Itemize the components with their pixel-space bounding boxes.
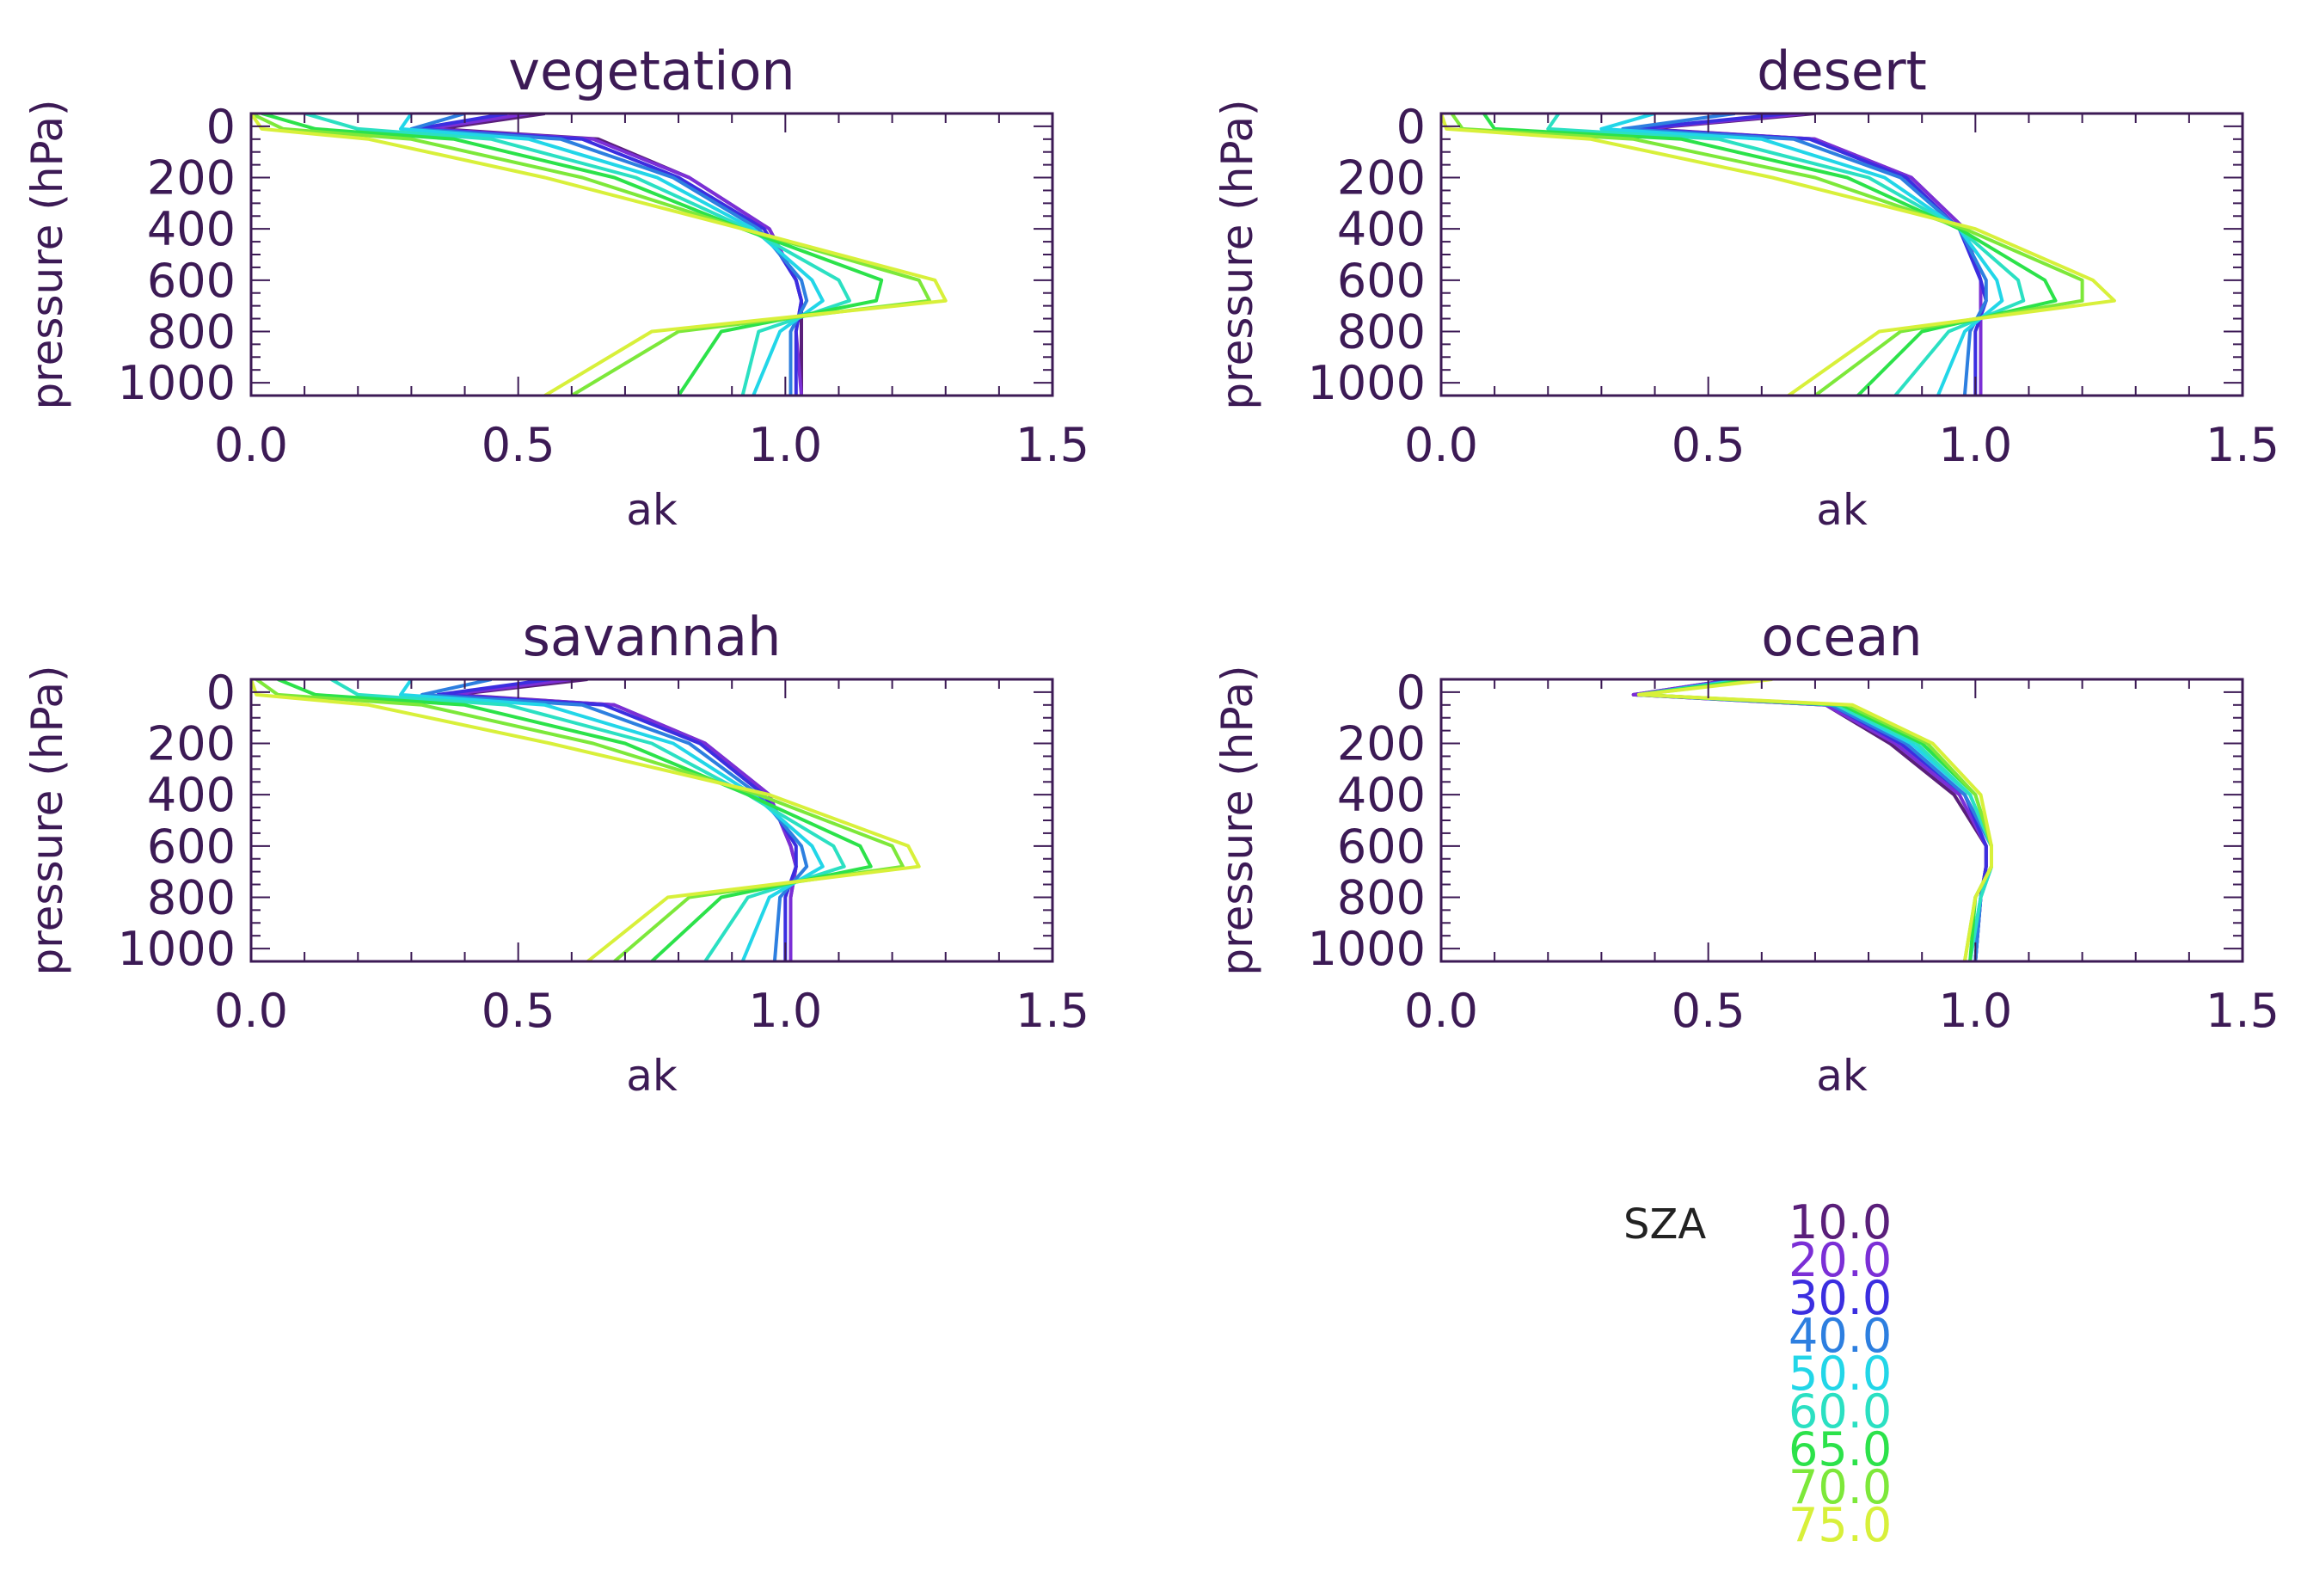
legend-entry: 50.0 xyxy=(1789,1347,1892,1401)
panel-title: vegetation xyxy=(508,40,795,102)
series-group xyxy=(251,679,921,961)
panel-title: ocean xyxy=(1761,605,1922,668)
x-tick-label: 1.5 xyxy=(2206,418,2280,472)
y-tick-label: 200 xyxy=(147,151,236,206)
legend-entry: 40.0 xyxy=(1789,1309,1892,1363)
x-axis-label: ak xyxy=(1816,485,1868,535)
x-tick-label: 0.0 xyxy=(1404,418,1478,472)
y-axis-label: pressure (hPa) xyxy=(1212,99,1262,409)
plot-frame xyxy=(1439,678,2244,963)
y-tick-label: 1000 xyxy=(1308,922,1426,976)
y-tick-label: 400 xyxy=(1337,202,1426,256)
y-tick-label: 800 xyxy=(147,304,236,359)
x-tick-label: 0.5 xyxy=(482,418,555,472)
series-line-sza-65.0 xyxy=(261,114,884,396)
series-line-sza-75.0 xyxy=(251,114,948,396)
y-tick-label: 1000 xyxy=(118,356,236,410)
x-axis-label: ak xyxy=(626,1051,678,1101)
x-tick-label: 1.5 xyxy=(1016,418,1089,472)
x-tick-label: 0.5 xyxy=(482,984,555,1038)
y-tick-label: 600 xyxy=(147,254,236,308)
series-line-sza-75.0 xyxy=(251,679,921,961)
x-tick-label: 1.5 xyxy=(1016,984,1089,1038)
y-tick-label: 0 xyxy=(1396,666,1426,720)
x-tick-label: 1.0 xyxy=(748,984,822,1038)
x-tick-label: 0.0 xyxy=(214,984,288,1038)
y-tick-label: 800 xyxy=(147,870,236,924)
y-tick-label: 1000 xyxy=(118,922,236,976)
y-tick-label: 200 xyxy=(147,717,236,771)
plot-frame xyxy=(249,112,1054,397)
series-line-sza-20.0 xyxy=(1631,679,1988,961)
y-axis-label: pressure (hPa) xyxy=(1212,665,1262,975)
legend-entry: 75.0 xyxy=(1789,1498,1892,1552)
x-axis-label: ak xyxy=(1816,1051,1868,1101)
y-tick-label: 400 xyxy=(1337,768,1426,822)
series-line-sza-40.0 xyxy=(420,679,809,961)
y-tick-label: 600 xyxy=(147,819,236,874)
x-tick-label: 1.0 xyxy=(1938,418,2012,472)
x-tick-label: 0.5 xyxy=(1672,984,1746,1038)
legend-entry: 10.0 xyxy=(1789,1195,1892,1249)
series-line-sza-50.0 xyxy=(1636,679,1993,961)
series-line-sza-60.0 xyxy=(1546,114,2026,396)
y-tick-label: 400 xyxy=(147,768,236,822)
legend: SZA 10.020.030.040.050.060.065.070.075.0 xyxy=(1623,1195,1892,1552)
series-group xyxy=(251,114,948,396)
y-tick-label: 200 xyxy=(1337,151,1426,206)
series-line-sza-40.0 xyxy=(409,114,809,396)
legend-entry: 20.0 xyxy=(1789,1233,1892,1287)
series-line-sza-30.0 xyxy=(1636,679,1988,961)
series-group xyxy=(1441,114,2116,396)
legend-title: SZA xyxy=(1623,1200,1706,1249)
y-tick-label: 1000 xyxy=(1308,356,1426,410)
x-tick-label: 0.0 xyxy=(214,418,288,472)
series-line-sza-75.0 xyxy=(1441,114,2116,396)
y-tick-label: 600 xyxy=(1337,254,1426,308)
series-line-sza-75.0 xyxy=(1636,679,1993,961)
series-line-sza-70.0 xyxy=(1636,679,1993,961)
y-tick-label: 0 xyxy=(206,100,236,154)
panel-title: savannah xyxy=(523,605,782,668)
legend-entry: 65.0 xyxy=(1789,1422,1892,1476)
series-line-sza-10.0 xyxy=(1631,679,1988,961)
x-tick-label: 1.0 xyxy=(748,418,822,472)
y-axis-label: pressure (hPa) xyxy=(22,665,72,975)
x-tick-label: 1.0 xyxy=(1938,984,2012,1038)
series-line-sza-65.0 xyxy=(1636,679,1993,961)
x-axis-label: ak xyxy=(626,485,678,535)
legend-entry: 70.0 xyxy=(1789,1460,1892,1514)
series-line-sza-60.0 xyxy=(1636,679,1993,961)
y-tick-label: 0 xyxy=(1396,100,1426,154)
y-tick-label: 400 xyxy=(147,202,236,256)
y-tick-label: 600 xyxy=(1337,819,1426,874)
x-tick-label: 1.5 xyxy=(2206,984,2280,1038)
y-tick-label: 200 xyxy=(1337,717,1426,771)
series-line-sza-60.0 xyxy=(330,679,846,961)
series-group xyxy=(1631,679,1993,961)
legend-entry: 30.0 xyxy=(1789,1271,1892,1325)
y-tick-label: 800 xyxy=(1337,870,1426,924)
panel-title: desert xyxy=(1757,40,1927,102)
x-tick-label: 0.5 xyxy=(1672,418,1746,472)
y-axis-label: pressure (hPa) xyxy=(22,99,72,409)
series-line-sza-40.0 xyxy=(1636,679,1993,961)
x-tick-label: 0.0 xyxy=(1404,984,1478,1038)
y-tick-label: 800 xyxy=(1337,304,1426,359)
series-line-sza-50.0 xyxy=(399,679,825,961)
legend-entry: 60.0 xyxy=(1789,1384,1892,1439)
y-tick-label: 0 xyxy=(206,666,236,720)
series-line-sza-60.0 xyxy=(304,114,851,396)
